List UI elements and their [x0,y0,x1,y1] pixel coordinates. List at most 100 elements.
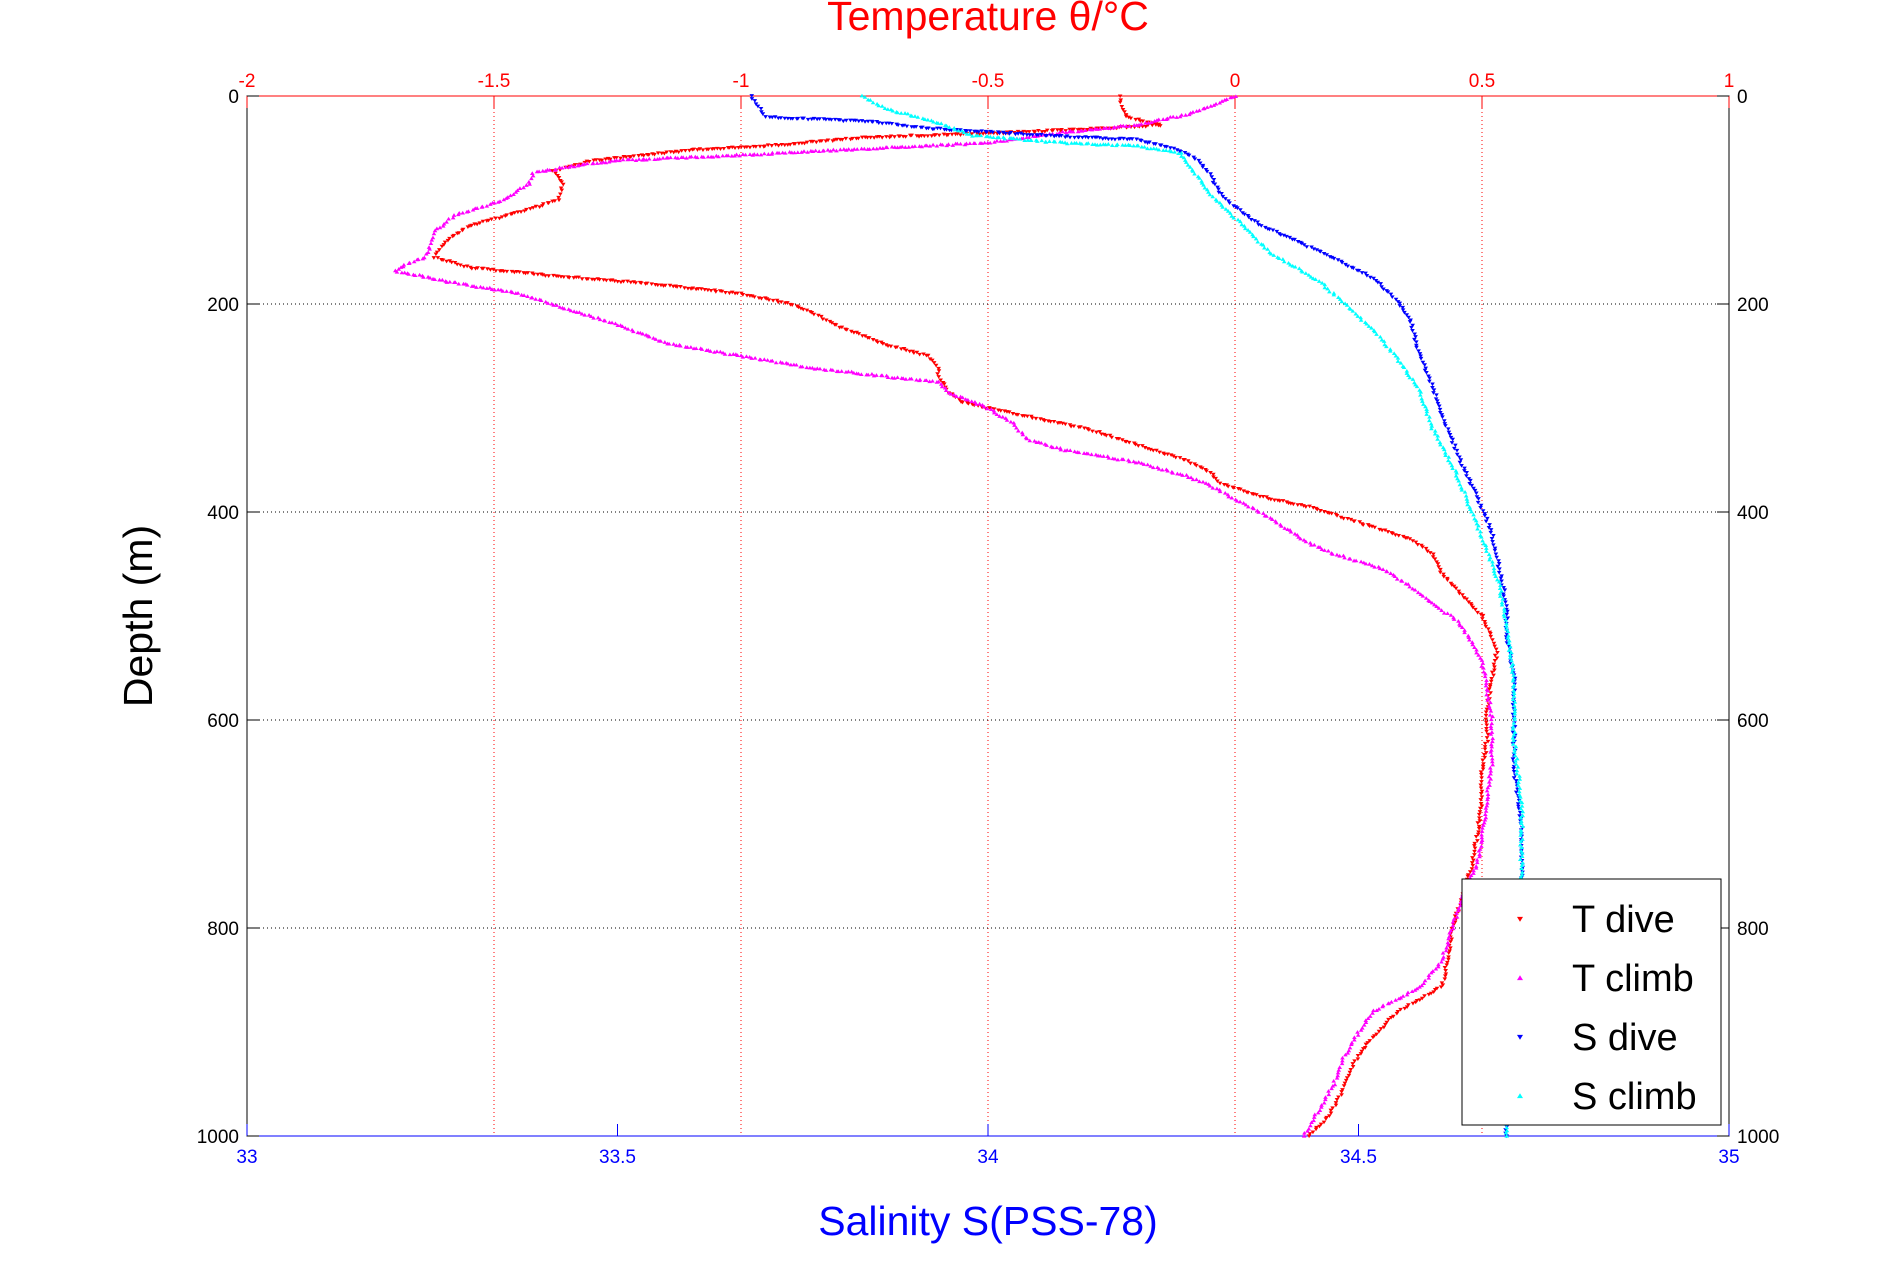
data-point [1478,506,1483,510]
data-point [579,311,585,316]
data-point [1410,377,1416,381]
data-point [1435,562,1441,566]
data-point [1418,393,1423,397]
data-point [1477,819,1483,823]
data-point [1464,597,1469,602]
data-point [1480,767,1486,772]
data-point [440,223,446,228]
data-point [988,407,994,411]
data-point [1076,450,1082,455]
data-point [1316,279,1322,283]
data-point [1080,135,1085,140]
data-point [1271,253,1277,257]
data-point [884,135,889,139]
data-point [1190,169,1196,173]
data-point [1197,161,1203,166]
data-point [1394,576,1400,581]
data-point [883,343,889,347]
data-point [1103,433,1109,438]
data-point [1491,566,1497,571]
data-point [609,320,615,325]
data-point [885,375,891,379]
data-point [870,100,876,105]
data-point [1334,514,1340,518]
data-point [1206,190,1211,194]
data-point [755,104,761,109]
data-point [915,115,921,119]
data-point [444,219,449,224]
data-point [1512,730,1518,734]
data-point [1312,1112,1318,1117]
data-point [644,152,650,157]
data-point [1410,539,1416,543]
data-point [534,169,540,174]
data-point [1493,647,1499,652]
data-point [612,156,617,160]
data-point [480,266,486,271]
data-point [1309,1120,1314,1125]
data-point [1481,820,1487,825]
data-point [870,338,876,342]
data-point [1350,1062,1356,1066]
data-point [879,121,885,126]
data-point [1413,335,1418,339]
data-point [543,274,548,278]
data-point [991,408,997,413]
data-point [1452,446,1457,451]
data-point [773,143,778,147]
data-point [709,147,715,152]
data-point [1106,137,1111,142]
data-point [763,115,768,119]
data-point [651,336,656,340]
data-point [1098,453,1103,458]
data-point [1419,983,1425,988]
data-point [713,290,719,294]
data-point [1454,914,1460,919]
data-point [1506,648,1512,652]
data-point [829,321,835,325]
data-point [1329,511,1334,516]
data-point [859,372,864,377]
data-point [521,185,526,190]
data-point [1272,498,1277,503]
data-point [1336,1068,1342,1072]
data-point [1482,622,1488,627]
data-point [1363,1020,1369,1025]
data-point [699,154,705,159]
data-point [1083,128,1088,132]
data-point [584,159,590,164]
data-point [1319,1105,1324,1109]
data-point [1407,320,1413,324]
data-point [1242,212,1247,217]
data-point [1503,600,1508,605]
data-point [1496,579,1502,584]
data-point [1101,126,1107,130]
data-point [1086,428,1092,432]
data-point [1481,762,1486,766]
data-point [1465,499,1470,504]
data-point [1489,744,1495,749]
data-point [1487,706,1493,711]
data-point [1409,325,1414,330]
data-point [1146,120,1151,125]
data-point [1514,771,1520,776]
data-point [1121,457,1126,462]
data-point [1067,135,1073,140]
data-point [1502,614,1507,619]
data-point [444,259,449,264]
data-point [1210,194,1215,199]
data-point [1379,285,1384,289]
data-point [1427,379,1432,384]
data-point [1485,795,1491,800]
data-point [522,209,527,214]
data-point [1020,432,1026,437]
data-point [559,188,565,193]
data-point [1118,98,1124,103]
data-point [1464,470,1469,475]
data-point [1352,519,1357,524]
data-point [1199,179,1204,183]
data-point [804,308,810,313]
data-point [1313,277,1318,281]
data-point [557,305,563,309]
data-point [1358,559,1364,564]
